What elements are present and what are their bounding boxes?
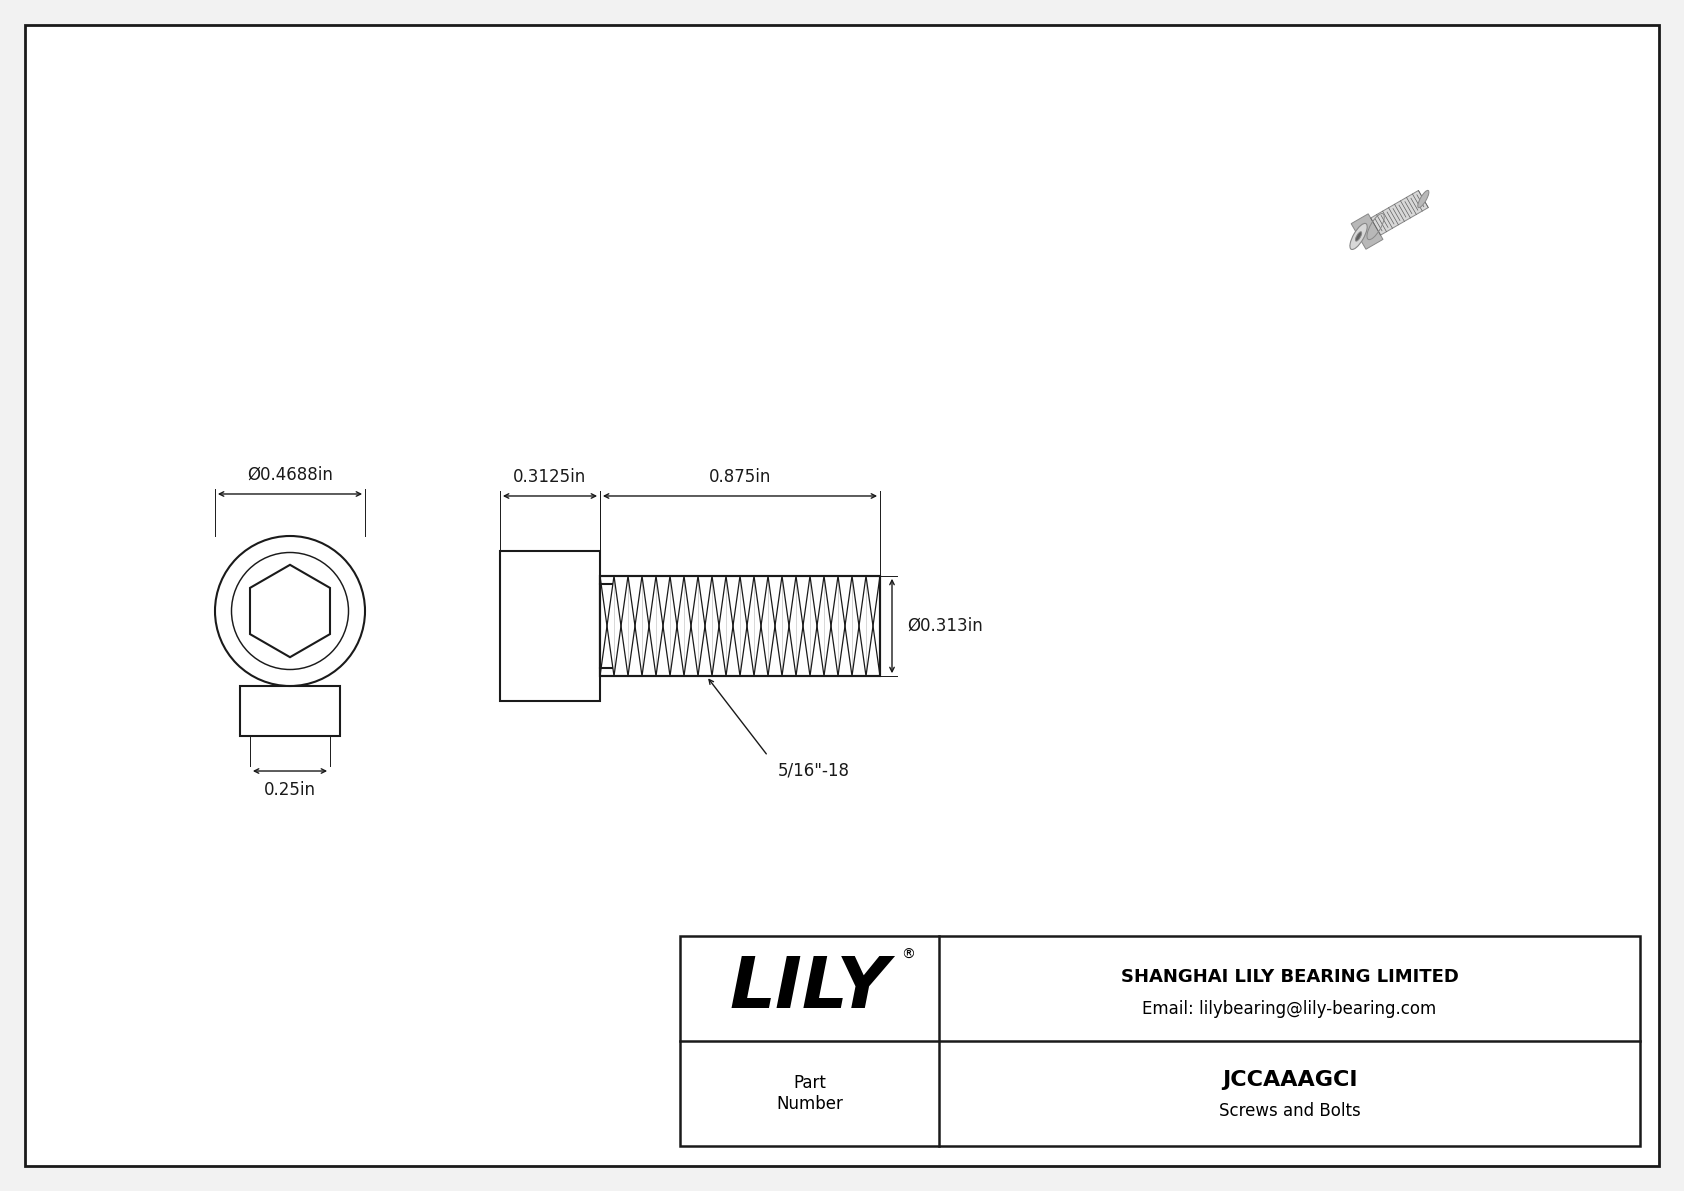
Bar <box>600 576 881 676</box>
Text: Part
Number: Part Number <box>776 1074 844 1112</box>
Polygon shape <box>1351 214 1383 249</box>
Circle shape <box>216 536 365 686</box>
Text: Ø0.4688in: Ø0.4688in <box>248 466 333 484</box>
Text: ®: ® <box>901 948 914 962</box>
Text: 0.875in: 0.875in <box>709 468 771 486</box>
Circle shape <box>231 553 349 669</box>
Text: Email: lilybearing@lily-bearing.com: Email: lilybearing@lily-bearing.com <box>1142 999 1436 1017</box>
Text: 0.3125in: 0.3125in <box>514 468 586 486</box>
Bar <box>680 936 1640 1146</box>
Bar <box>239 686 340 736</box>
Text: SHANGHAI LILY BEARING LIMITED: SHANGHAI LILY BEARING LIMITED <box>1120 967 1458 985</box>
Text: 5/16"-18: 5/16"-18 <box>778 761 850 779</box>
Text: 0.25in: 0.25in <box>264 781 317 799</box>
Text: Screws and Bolts: Screws and Bolts <box>1219 1102 1361 1120</box>
Ellipse shape <box>1356 232 1362 241</box>
Polygon shape <box>249 565 330 657</box>
Ellipse shape <box>1418 191 1430 207</box>
Text: JCCAAAGCI: JCCAAAGCI <box>1223 1071 1357 1091</box>
Bar <box>600 576 881 676</box>
Text: LILY: LILY <box>729 954 889 1023</box>
Polygon shape <box>1371 191 1428 235</box>
Bar <box>500 551 600 701</box>
Ellipse shape <box>1351 224 1367 249</box>
Text: Ø0.313in: Ø0.313in <box>908 617 983 635</box>
